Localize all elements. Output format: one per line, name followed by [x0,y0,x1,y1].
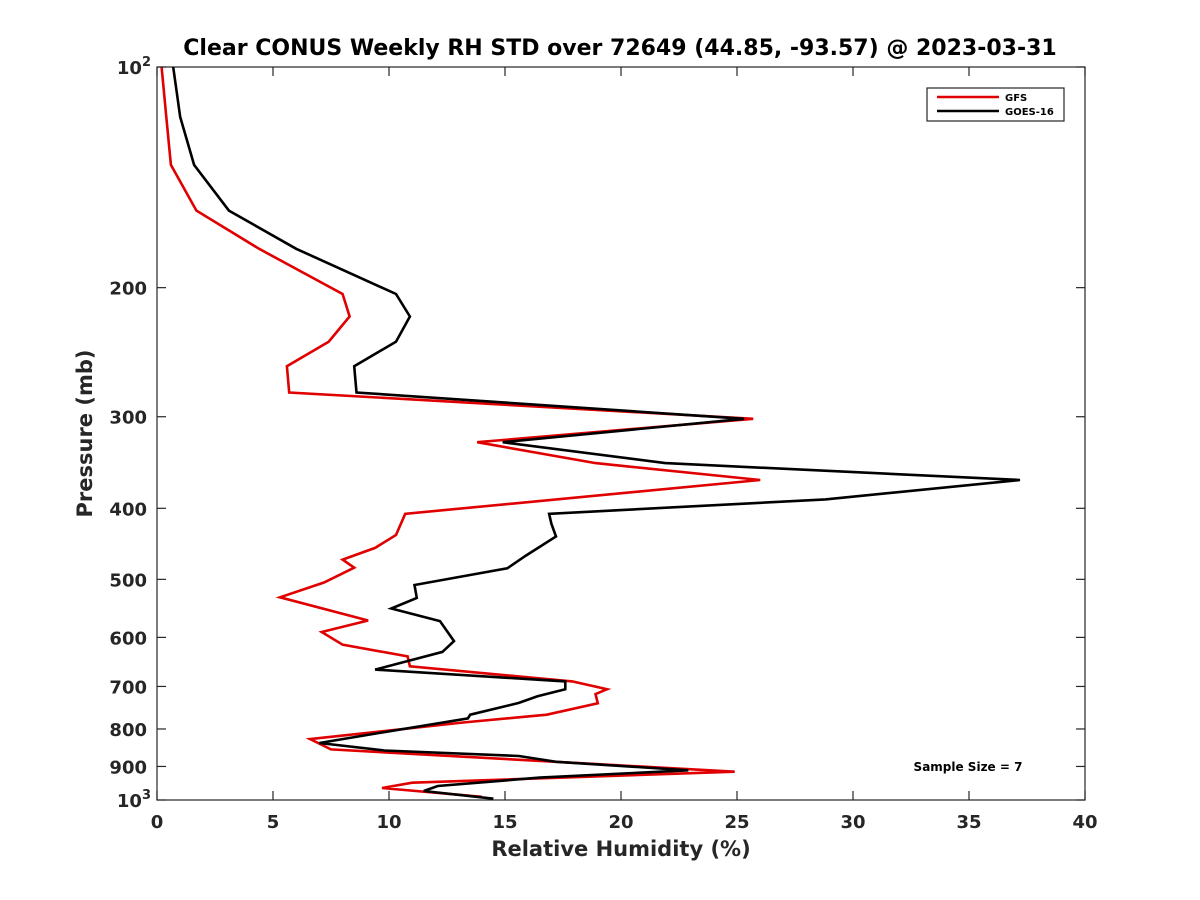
series-layer [160,66,1021,800]
y-tick-label: 800 [109,720,147,741]
legend-entry: GFS [1005,93,1027,104]
y-tick-label: 200 [109,279,147,300]
x-tick-label: 15 [492,812,517,833]
x-tick-label: 10 [376,812,401,833]
series-line-goes-16 [171,66,1021,800]
legend-box [926,87,1065,122]
legend: GFS GOES-16 [926,87,1065,122]
y-tick-label: 500 [109,570,147,591]
legend-entry: GOES-16 [1005,107,1054,118]
x-tick-label: 25 [724,812,749,833]
x-tick-label: 0 [151,812,164,833]
x-tick-label: 20 [608,812,633,833]
x-tick-label: 30 [840,812,865,833]
chart-title: Clear CONUS Weekly RH STD over 72649 (44… [183,36,1056,61]
y-tick-label: 700 [109,677,147,698]
y-tick-label: 300 [109,408,147,429]
sample-size-annotation: Sample Size = 7 [914,760,1023,774]
y-tick-label: 900 [109,757,147,778]
y-tick-label: 400 [109,499,147,520]
x-tick-label: 5 [267,812,280,833]
y-tick-label: 102 [117,55,151,79]
tick-layer: 0 5 10 15 20 25 30 35 40 102 200 300 400 500 600 700 800… [109,55,1097,833]
axes-box [156,66,1086,801]
x-axis-label: Relative Humidity (%) [491,837,750,861]
x-tick-label: 40 [1072,812,1097,833]
y-axis-label: Pressure (mb) [73,350,97,518]
x-tick-label: 35 [956,812,981,833]
series-line-gfs [160,66,761,799]
y-tick-label: 600 [109,628,147,649]
y-tick-label: 103 [117,788,151,812]
